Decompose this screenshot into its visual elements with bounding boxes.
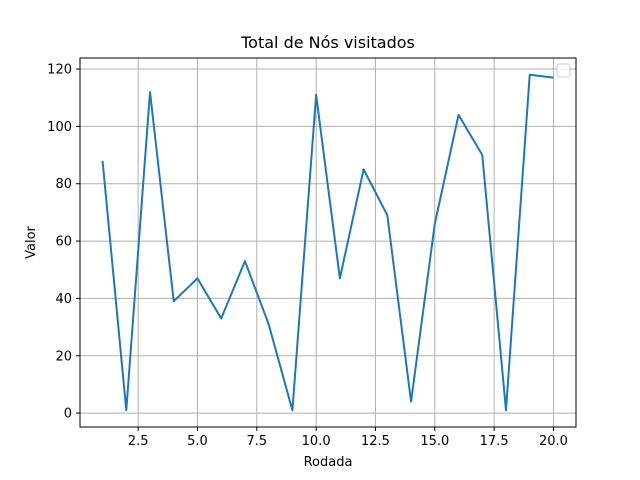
y-tick-label: 100	[47, 120, 72, 135]
x-tick-label: 12.5	[361, 434, 390, 449]
y-tick-label: 120	[47, 63, 72, 78]
y-axis-label: Valor	[24, 225, 39, 258]
series-layer	[101, 73, 554, 412]
x-tick-label: 20.0	[539, 434, 568, 449]
y-tick-label: 0	[64, 407, 72, 422]
x-tick-label: 5.0	[187, 434, 208, 449]
x-tick-label: 15.0	[420, 434, 449, 449]
y-tick-label: 40	[55, 292, 72, 307]
y-tick-label: 80	[55, 177, 72, 192]
series-line	[101, 73, 554, 412]
y-tick-label: 60	[55, 235, 72, 250]
tick-layer: 2.5 5.0 7.5 10.0 12.5 15.0 17.5 20.0 0 20 40 60 80 10…	[47, 63, 568, 449]
x-axis-label: Rodada	[304, 455, 353, 470]
y-tick-label: 20	[55, 349, 72, 364]
x-tick-label: 17.5	[480, 434, 509, 449]
chart-title: Total de Nós visitados	[240, 33, 415, 52]
x-tick-label: 2.5	[128, 434, 149, 449]
plot-frame	[79, 57, 577, 428]
x-tick-label: 10.0	[302, 434, 331, 449]
x-tick-label: 7.5	[246, 434, 267, 449]
legend-box	[556, 63, 571, 78]
